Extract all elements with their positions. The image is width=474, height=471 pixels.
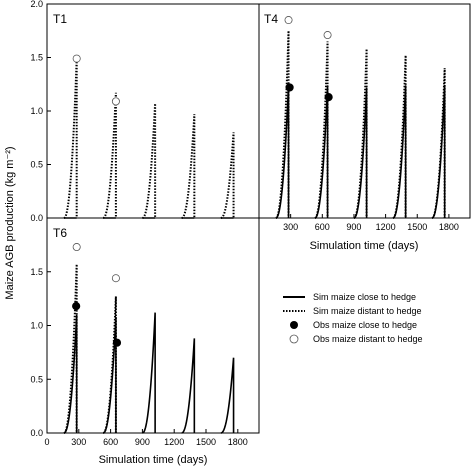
legend-marker-obs-distant <box>289 334 299 344</box>
panel-t4-x-tick-label: 1800 <box>439 222 459 232</box>
panel-t6-series-sim-close <box>63 312 235 434</box>
panel-t4-frame <box>258 3 471 219</box>
panel-t6-x-tick-label: 1200 <box>164 437 184 447</box>
panel-t6-y-tick-label: 0.5 <box>30 374 43 384</box>
x-axis-title-right: Simulation time (days) <box>310 240 419 252</box>
panel-t1-label: T1 <box>53 12 67 26</box>
x-axis-title-bottom: Simulation time (days) <box>99 454 208 466</box>
legend-label-obs-close: Obs maize close to hedge <box>313 320 417 330</box>
legend-marker-obs-close <box>290 321 298 329</box>
panel-t1-y-tick-label: 0.0 <box>30 213 43 223</box>
panel-t6-series-sim-distant <box>63 264 117 434</box>
panel-t6-x-tick-label: 600 <box>103 437 118 447</box>
panel-t6-label: T6 <box>53 226 67 240</box>
panel-t4-x-tick-label: 1500 <box>407 222 427 232</box>
panel-t1-series-sim-distant <box>63 59 235 219</box>
panel-t6-point-obs-distant <box>111 274 120 283</box>
panel-t1-point-obs-distant <box>111 97 120 106</box>
legend-label-obs-distant: Obs maize distant to hedge <box>313 334 423 344</box>
panel-t4-point-obs-distant <box>284 16 293 25</box>
panel-t4-x-tick-label: 300 <box>283 222 298 232</box>
panel-t6-x-tick-label: 1800 <box>228 437 248 447</box>
panel-t4-point-obs-close <box>285 83 294 92</box>
legend-label-sim-distant: Sim maize distant to hedge <box>313 306 422 316</box>
panel-t4-x-tick-label: 600 <box>315 222 330 232</box>
panel-t1-y-tick-label: 1.5 <box>30 53 43 63</box>
panel-t4-x-tick-label: 1200 <box>376 222 396 232</box>
panel-t4-point-obs-distant <box>323 31 332 40</box>
panel-t6-y-tick-label: 0.0 <box>30 428 43 438</box>
legend: Sim maize close to hedge Sim maize dista… <box>283 292 423 344</box>
panel-t1-y-tick-label: 0.5 <box>30 160 43 170</box>
panel-t4-label: T4 <box>264 12 278 26</box>
panel-t6-x-tick-label: 0 <box>44 437 49 447</box>
panel-t6-x-tick-label: 1500 <box>196 437 216 447</box>
legend-label-sim-close: Sim maize close to hedge <box>313 292 416 302</box>
panel-t6-x-tick-label: 300 <box>71 437 86 447</box>
panel-t1-y-tick-label: 1.0 <box>30 106 43 116</box>
panel-t6-x-tick-label: 900 <box>135 437 150 447</box>
panel-t6-point-obs-close <box>72 302 81 311</box>
panel-t1-y-tick-label: 2.0 <box>30 0 43 9</box>
panel-t4: T4 300 600 900 1200 1500 1800 <box>258 3 471 232</box>
panel-t6: T6 0.0 0.5 1.0 1.5 0 300 600 900 1200 1500 1800 <box>30 217 260 447</box>
panel-t4-x-tick-label: 900 <box>346 222 361 232</box>
panel-t1-point-obs-distant <box>72 54 81 63</box>
panel-t6-point-obs-distant <box>72 243 81 252</box>
panel-t6-y-tick-label: 1.0 <box>30 321 43 331</box>
y-axis-title: Maize AGB production (kg m⁻²) <box>4 146 16 299</box>
panel-t4-series-sim-distant <box>275 30 446 219</box>
panel-t4-point-obs-close <box>324 92 333 102</box>
panel-t6-y-tick-label: 1.5 <box>30 267 43 277</box>
panel-t6-point-obs-close <box>112 338 122 347</box>
